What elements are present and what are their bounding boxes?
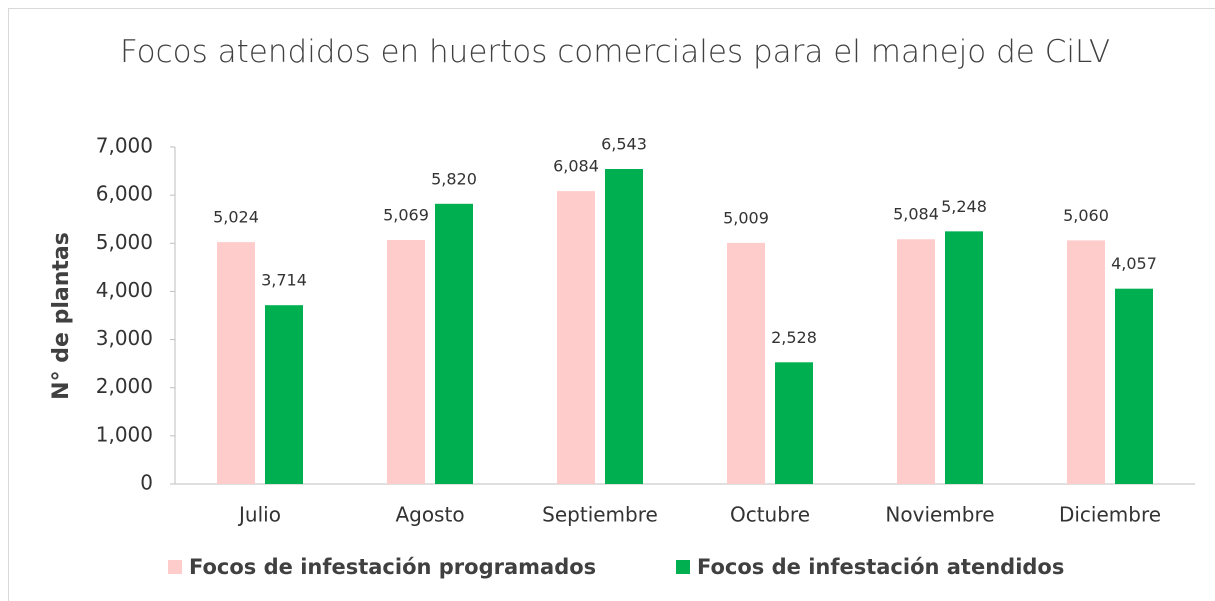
bar <box>435 203 473 484</box>
bar <box>1115 288 1153 484</box>
legend-label: Focos de infestación programados <box>189 555 596 579</box>
x-tick-label: Septiembre <box>542 503 658 527</box>
bar <box>775 362 813 484</box>
bar <box>217 242 255 484</box>
x-tick-label: Julio <box>237 503 281 527</box>
bar <box>897 239 935 484</box>
x-tick-label: Diciembre <box>1059 503 1161 527</box>
value-label: 5,060 <box>1063 206 1109 225</box>
bar <box>945 231 983 484</box>
value-label: 5,248 <box>941 197 987 216</box>
x-tick-label: Noviembre <box>885 503 994 527</box>
chart-title: Focos atendidos en huertos comerciales p… <box>119 34 1111 70</box>
y-tick-label: 2,000 <box>96 374 153 398</box>
x-tick-label: Octubre <box>730 503 810 527</box>
chart-border <box>8 8 1215 601</box>
y-tick-label: 3,000 <box>96 326 153 350</box>
bar <box>605 169 643 484</box>
bar <box>727 242 765 484</box>
value-label: 6,543 <box>601 135 647 154</box>
y-tick-label: 6,000 <box>96 182 153 206</box>
value-label: 2,528 <box>771 328 817 347</box>
value-label: 5,084 <box>893 205 939 224</box>
legend-swatch <box>676 560 690 574</box>
bar <box>557 191 595 484</box>
y-tick-label: 4,000 <box>96 278 153 302</box>
legend-label: Focos de infestación atendidos <box>697 555 1064 579</box>
value-label: 3,714 <box>261 271 307 290</box>
value-label: 6,084 <box>553 157 599 176</box>
y-axis-label: N° de plantas <box>49 232 74 400</box>
y-tick-label: 1,000 <box>96 422 153 446</box>
bar <box>265 305 303 484</box>
value-label: 5,024 <box>213 208 259 227</box>
y-tick-label: 7,000 <box>96 134 153 158</box>
y-tick-label: 0 <box>140 471 153 495</box>
value-label: 5,009 <box>723 208 769 227</box>
value-label: 5,820 <box>431 169 477 188</box>
value-label: 5,069 <box>383 205 429 224</box>
legend-swatch <box>168 560 182 574</box>
bar <box>1067 240 1105 484</box>
y-tick-label: 5,000 <box>96 230 153 254</box>
value-label: 4,057 <box>1111 254 1157 273</box>
x-tick-label: Agosto <box>395 503 464 527</box>
bar <box>387 239 425 484</box>
